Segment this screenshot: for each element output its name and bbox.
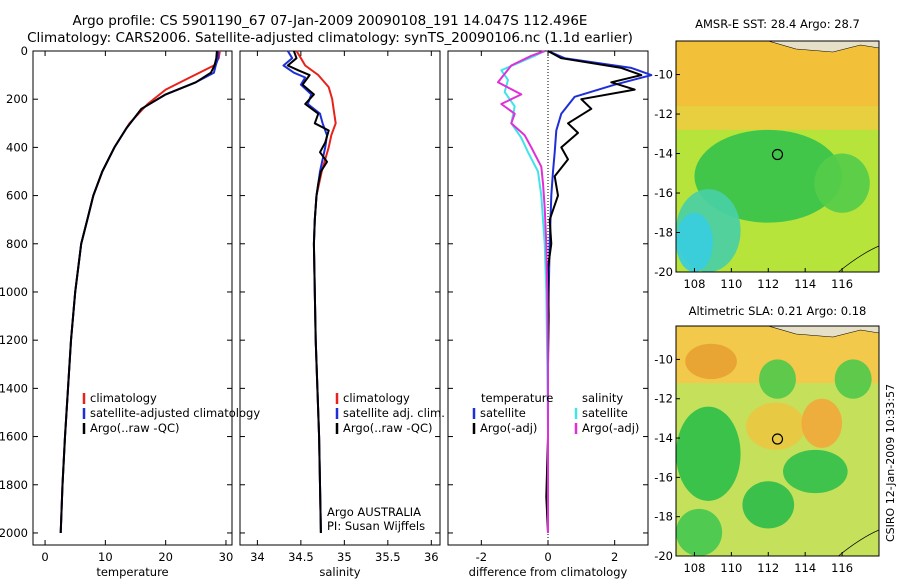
- chart-title-line2: Climatology: CARS2006. Satellite-adjuste…: [27, 30, 633, 46]
- argo-credit: PI: Susan Wijffels: [327, 519, 425, 533]
- map-y-tick-label: -16: [654, 470, 673, 484]
- legend-entry: satellite: [582, 406, 628, 420]
- map-region: [834, 359, 872, 399]
- y-tick-label: 1800: [0, 478, 28, 492]
- map-y-tick-label: -20: [654, 549, 673, 563]
- map-region: [676, 106, 879, 130]
- profile-panel-2: [447, 50, 653, 546]
- map-y-tick-label: -14: [654, 147, 673, 161]
- x-tick-label: 36: [424, 550, 439, 564]
- sst-map-title: AMSR-E SST: 28.4 Argo: 28.7: [695, 17, 860, 31]
- sst-map: [675, 40, 880, 273]
- x-tick-label: 34.5: [288, 550, 314, 564]
- map-y-tick-label: -14: [654, 431, 673, 445]
- map-x-tick-label: 116: [831, 277, 853, 291]
- map-region: [801, 398, 843, 448]
- legend-entry: Argo(-adj): [480, 421, 537, 435]
- map-y-tick-label: -18: [654, 226, 673, 240]
- y-tick-label: 400: [6, 140, 28, 154]
- profile-panel-0: [32, 50, 233, 546]
- legend-entry: satellite: [480, 406, 526, 420]
- map-x-tick-label: 108: [683, 561, 705, 575]
- x-tick-label: 30: [219, 550, 234, 564]
- x-tick-label: 0: [544, 550, 551, 564]
- map-x-tick-label: 114: [794, 561, 816, 575]
- map-region: [676, 212, 713, 272]
- legend-entry: satellite adj. clim.: [343, 406, 445, 420]
- profile-panel-1: [239, 50, 441, 546]
- coastline: [768, 326, 879, 338]
- coastline: [768, 41, 879, 53]
- legend-entry: climatology: [343, 391, 410, 405]
- map-region: [676, 406, 741, 501]
- map-x-tick-label: 110: [720, 561, 742, 575]
- x-axis-label: salinity: [319, 565, 360, 579]
- legend-entry: Argo(..raw -QC): [343, 421, 433, 435]
- panel-frame: [32, 50, 233, 546]
- panel-frame: [239, 50, 441, 546]
- x-tick-label: 2: [611, 550, 618, 564]
- map-region: [676, 41, 879, 107]
- y-tick-label: 600: [6, 189, 28, 203]
- sla-map: [675, 325, 880, 557]
- map-y-tick-label: -12: [654, 107, 673, 121]
- legend-heading: salinity: [582, 391, 623, 405]
- legend-heading: temperature: [481, 391, 553, 405]
- y-tick-label: 800: [6, 237, 28, 251]
- y-tick-label: 200: [6, 92, 28, 106]
- map-y-tick-label: -16: [654, 186, 673, 200]
- map-x-tick-label: 114: [794, 277, 816, 291]
- map-region: [759, 359, 796, 399]
- legend-entry: Argo(-adj): [582, 421, 639, 435]
- map-field: [676, 41, 879, 272]
- map-x-tick-label: 108: [683, 277, 705, 291]
- map-y-tick-label: -18: [654, 510, 673, 524]
- y-tick-label: 1000: [0, 285, 28, 299]
- map-y-tick-label: -10: [654, 352, 673, 366]
- y-tick-label: 0: [21, 44, 28, 58]
- y-tick-label: 2000: [0, 526, 28, 540]
- map-x-tick-label: 116: [831, 561, 853, 575]
- legend-entry: Argo(..raw -QC): [90, 421, 180, 435]
- map-region: [746, 402, 806, 450]
- map-y-tick-label: -12: [654, 392, 673, 406]
- map-region: [783, 449, 848, 494]
- x-tick-label: 35.5: [375, 550, 401, 564]
- x-tick-label: 10: [98, 550, 113, 564]
- map-y-tick-label: -10: [654, 68, 673, 82]
- map-x-tick-label: 112: [757, 277, 779, 291]
- chart-title-line1: Argo profile: CS 5901190_67 07-Jan-2009 …: [72, 13, 588, 29]
- map-x-tick-label: 112: [757, 561, 779, 575]
- map-region: [685, 343, 737, 380]
- series-line-1-2: [286, 50, 330, 534]
- x-axis-label: temperature: [96, 565, 168, 579]
- x-tick-label: 20: [158, 550, 173, 564]
- argo-credit: Argo AUSTRALIA: [327, 505, 421, 519]
- map-x-tick-label: 110: [720, 277, 742, 291]
- argo-location-marker: [771, 433, 784, 445]
- x-tick-label: -2: [476, 550, 487, 564]
- map-field: [676, 326, 879, 556]
- map-region: [694, 129, 843, 223]
- map-region: [814, 153, 870, 213]
- x-tick-label: 35: [337, 550, 352, 564]
- map-region: [676, 508, 723, 556]
- legend-entry: climatology: [90, 391, 157, 405]
- x-axis-label: difference from climatology: [469, 565, 628, 579]
- series-line-2-3: [497, 50, 549, 533]
- legend-entry: satellite-adjusted climatology: [90, 406, 260, 420]
- y-tick-label: 1400: [0, 381, 28, 395]
- y-tick-label: 1200: [0, 333, 28, 347]
- x-tick-label: 0: [41, 550, 48, 564]
- x-tick-label: 34: [250, 550, 265, 564]
- map-y-tick-label: -20: [654, 265, 673, 279]
- series-line-0-2: [59, 50, 218, 534]
- map-region: [742, 481, 795, 529]
- y-tick-label: 1600: [0, 430, 28, 444]
- argo-location-marker: [771, 148, 784, 161]
- map-frame: [675, 40, 880, 273]
- map-frame: [675, 325, 880, 557]
- sla-map-title: Altimetric SLA: 0.21 Argo: 0.18: [688, 304, 867, 318]
